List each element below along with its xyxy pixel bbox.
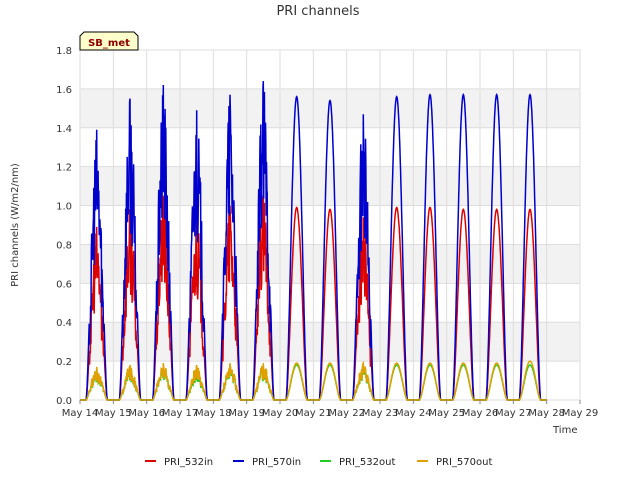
grid-band — [80, 88, 580, 128]
y-axis-ticks: 0.0 0.2 0.4 0.6 0.8 1.0 1.2 1.4 1.6 1.8 — [56, 46, 72, 407]
series-line-segment — [480, 208, 514, 401]
legend-label: PRI_532out — [339, 457, 395, 468]
x-tick-label: May 29 — [562, 408, 599, 419]
series-line-segment — [313, 362, 347, 401]
series-line-segment — [346, 217, 380, 401]
series-line-segment — [213, 94, 247, 401]
legend: PRI_532in PRI_570in PRI_532out PRI_570out — [145, 457, 492, 468]
x-tick-label: May 25 — [428, 408, 465, 419]
x-tick-label: May 27 — [495, 408, 532, 419]
series-line-segment — [380, 362, 414, 401]
series-line-segment — [213, 363, 247, 401]
series-line-segment — [280, 362, 314, 401]
series-line-segment — [480, 93, 514, 401]
series-line-segment — [313, 208, 347, 401]
x-tick-label: May 16 — [128, 408, 165, 419]
series-line-segment — [113, 98, 147, 401]
y-tick-label: 0.2 — [56, 357, 72, 368]
series-line-segment — [413, 93, 447, 401]
x-axis-label: Time — [552, 425, 577, 436]
series-line-segment — [413, 206, 447, 401]
y-tick-label: 0.8 — [56, 240, 72, 251]
series-line-segment — [446, 93, 480, 401]
series-line-segment — [513, 208, 547, 401]
series-line-segment — [380, 95, 414, 401]
x-tick-label: May 23 — [362, 408, 399, 419]
series-line-segment — [80, 129, 114, 401]
series-line-segment — [346, 114, 380, 401]
series-line-segment — [180, 110, 214, 401]
series-line-segment — [513, 93, 547, 401]
badge-label: SB_met — [88, 38, 130, 49]
y-tick-label: 1.8 — [56, 46, 72, 57]
chart-title: PRI channels — [276, 4, 359, 19]
series-line-segment — [446, 208, 480, 401]
legend-label: PRI_532in — [164, 457, 213, 468]
series-line-segment — [113, 364, 147, 401]
series-line-segment — [380, 206, 414, 401]
series-line-segment — [246, 363, 280, 401]
series-line-segment — [313, 99, 347, 401]
x-tick-label: May 28 — [528, 408, 565, 419]
x-tick-label: May 19 — [228, 408, 265, 419]
y-tick-label: 1.6 — [56, 85, 72, 96]
x-tick-label: May 24 — [395, 408, 432, 419]
badge-box — [79, 31, 139, 51]
series-line-segment — [80, 366, 114, 401]
x-tick-label: May 22 — [328, 408, 365, 419]
series-PRI_570out — [80, 360, 547, 401]
grid-band — [80, 166, 580, 206]
series-line-segment — [513, 360, 547, 401]
x-tick-label: May 14 — [62, 408, 99, 419]
y-tick-label: 0.4 — [56, 318, 72, 329]
y-tick-label: 1.4 — [56, 124, 72, 135]
series-line-segment — [413, 362, 447, 401]
y-tick-label: 1.2 — [56, 163, 72, 174]
series-line-segment — [446, 362, 480, 401]
series-line-segment — [80, 226, 114, 401]
series-line-segment — [180, 364, 214, 401]
series-line-segment — [346, 360, 380, 401]
legend-label: PRI_570in — [252, 457, 301, 468]
sb-met-badge: SB_met — [79, 31, 139, 51]
series-line-segment — [246, 81, 280, 401]
x-tick-label: May 20 — [262, 408, 299, 419]
series-line-segment — [146, 84, 180, 401]
series-line-segment — [146, 195, 180, 401]
y-axis-label: PRI channels (W/m2/nm) — [10, 163, 21, 287]
y-tick-label: 1.0 — [56, 202, 72, 213]
y-tick-label: 0.0 — [56, 396, 72, 407]
x-tick-label: May 21 — [295, 408, 332, 419]
y-tick-label: 0.6 — [56, 279, 72, 290]
grid-band — [80, 244, 580, 284]
x-tick-label: May 15 — [95, 408, 132, 419]
grid-band — [80, 322, 580, 362]
series-PRI_570in — [80, 81, 547, 401]
x-tick-label: May 26 — [462, 408, 499, 419]
series-lines — [80, 81, 547, 401]
series-line-segment — [480, 362, 514, 401]
x-tick-label: May 18 — [195, 408, 232, 419]
series-line-segment — [280, 95, 314, 401]
x-tick-label: May 17 — [162, 408, 199, 419]
series-line-segment — [146, 363, 180, 401]
legend-label: PRI_570out — [436, 457, 492, 468]
series-line-segment — [280, 206, 314, 401]
